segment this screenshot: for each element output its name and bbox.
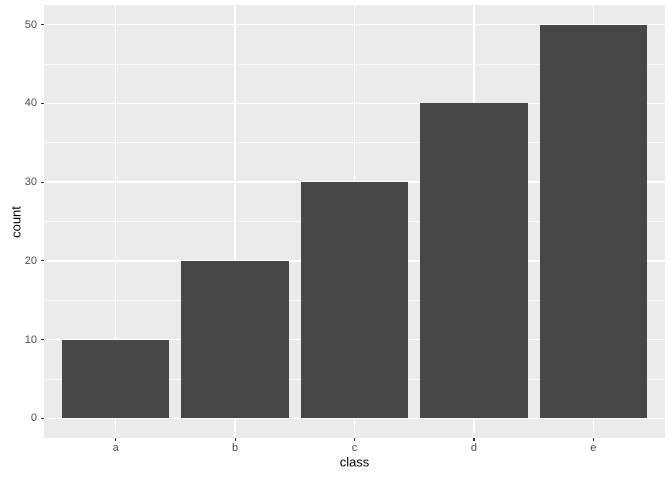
x-tick-label: e	[590, 442, 597, 454]
y-tick-label: 30	[24, 176, 37, 189]
y-tick-label: 0	[30, 412, 37, 425]
y-tick-mark	[41, 417, 44, 419]
y-tick-label: 10	[24, 333, 37, 346]
plot-panel	[44, 5, 665, 438]
x-tick-label: c	[351, 442, 358, 454]
y-tick-mark	[41, 24, 44, 26]
bar-b	[181, 260, 289, 419]
x-axis-title: class	[339, 454, 370, 470]
bar-d	[420, 103, 528, 419]
major-gridline-vertical	[234, 5, 236, 438]
y-axis-title: count	[8, 205, 24, 238]
x-tick-label: d	[470, 442, 477, 454]
bar-a	[61, 339, 170, 419]
y-tick-mark	[41, 339, 44, 341]
x-tick-mark	[115, 438, 117, 441]
x-tick-mark	[473, 438, 475, 441]
y-tick-mark	[41, 102, 44, 104]
x-tick-mark	[354, 438, 356, 441]
major-gridline-vertical	[114, 5, 117, 438]
x-tick-mark	[234, 438, 236, 441]
x-tick-mark	[592, 438, 594, 441]
bar-e	[539, 24, 648, 419]
y-tick-label: 40	[24, 97, 37, 110]
y-tick-mark	[41, 181, 44, 183]
bar-c	[300, 182, 409, 419]
x-tick-label: b	[232, 442, 239, 454]
y-tick-mark	[41, 260, 44, 262]
y-tick-label: 50	[24, 18, 37, 31]
y-tick-label: 20	[24, 254, 37, 267]
x-tick-label: a	[112, 442, 119, 454]
